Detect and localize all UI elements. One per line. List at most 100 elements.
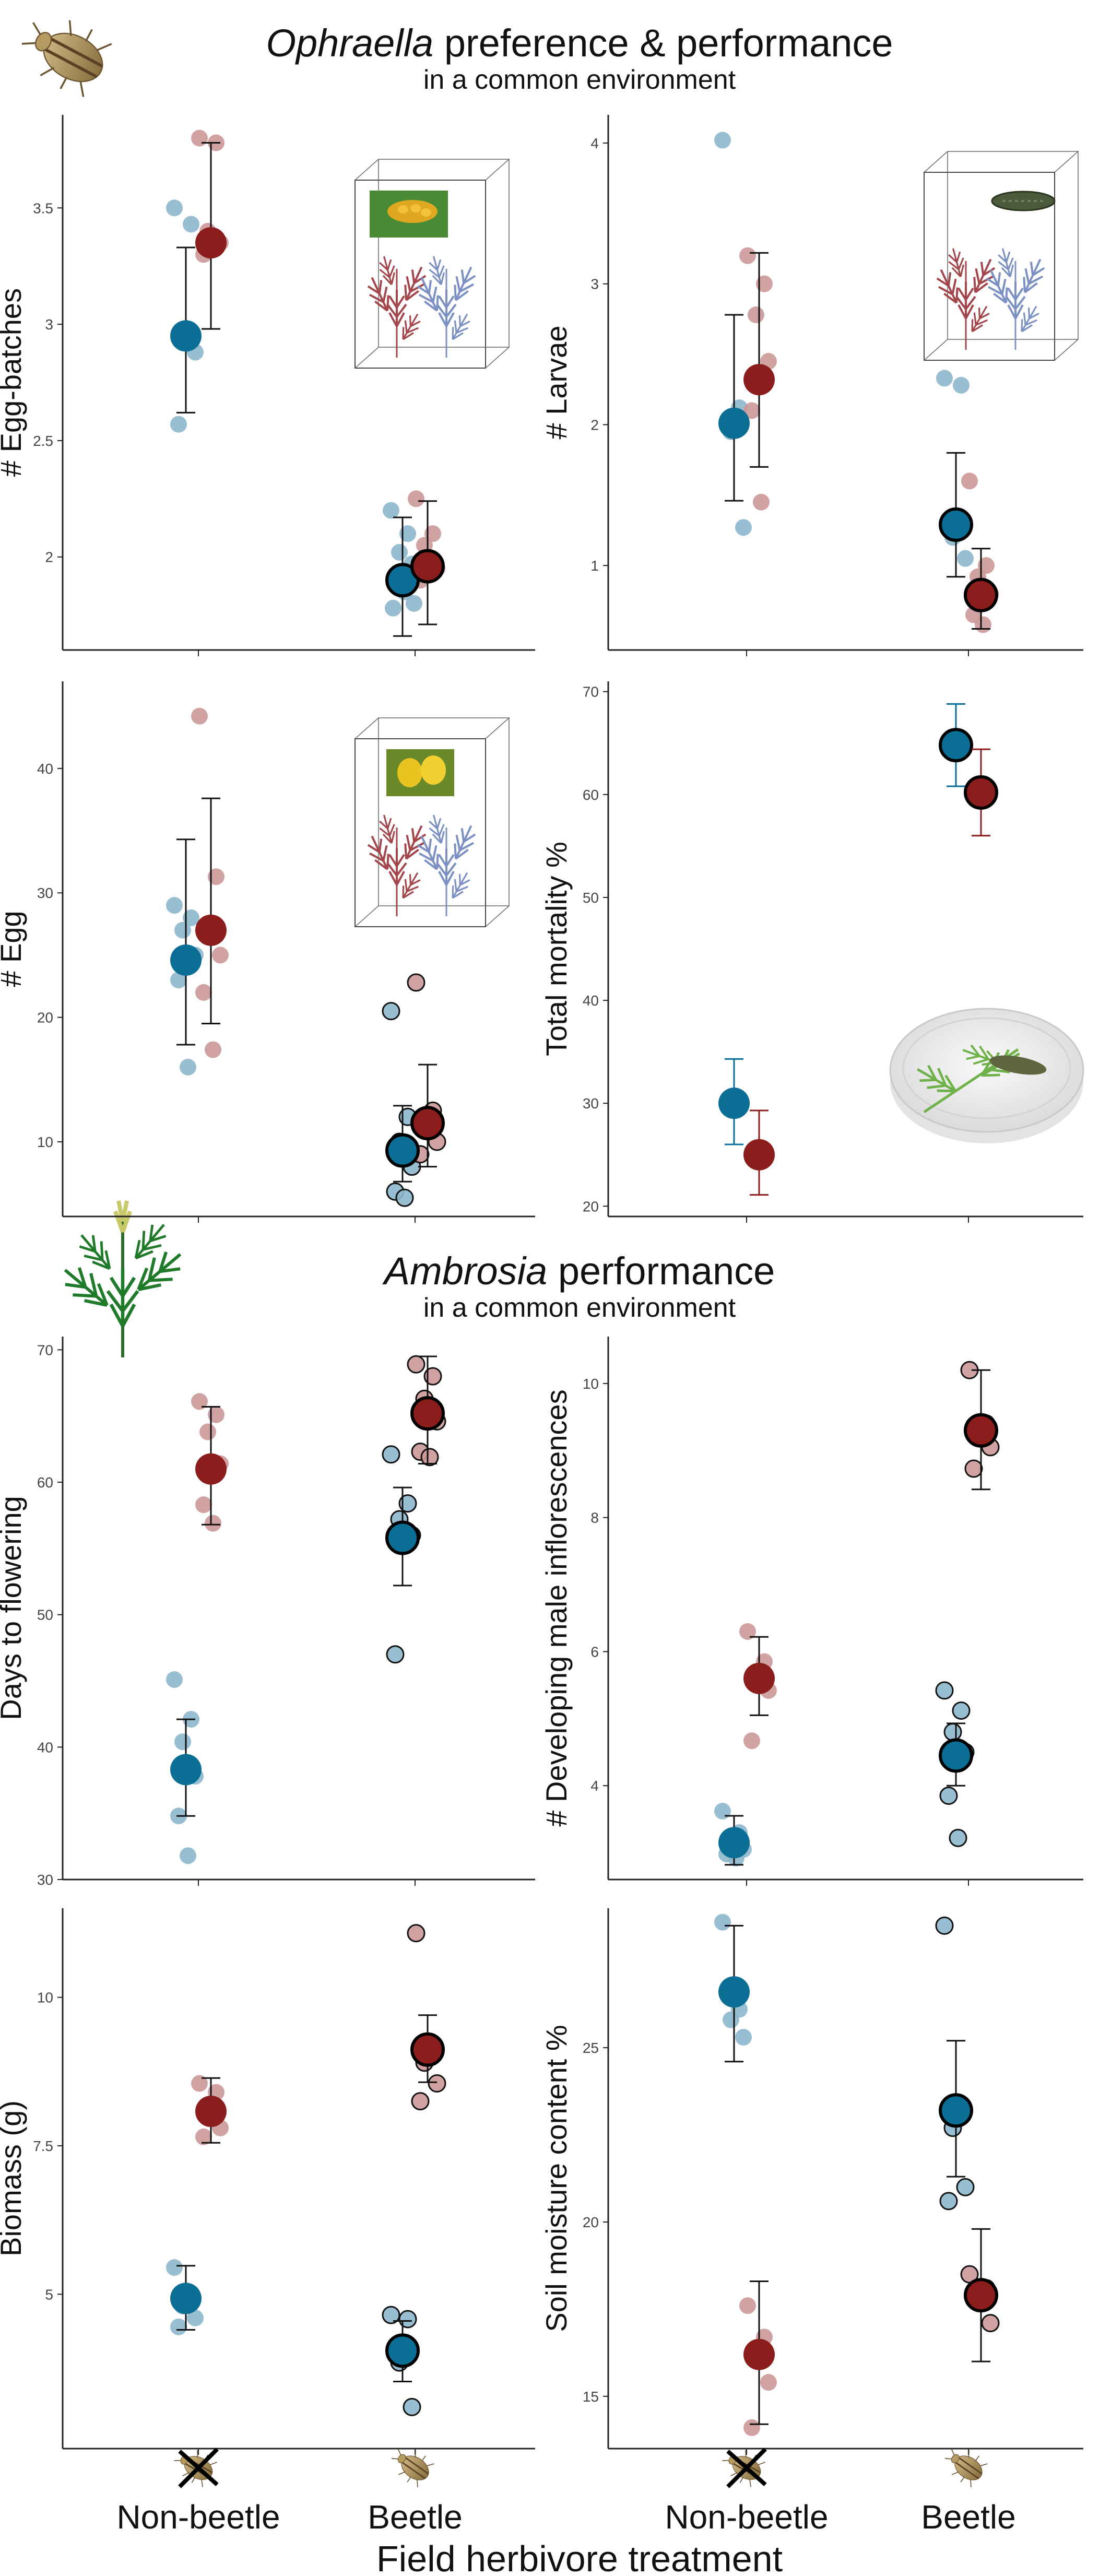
ophraella-title-block: Ophraella preference & performance in a …	[266, 21, 893, 95]
y-tick-label: 3.5	[33, 200, 53, 216]
data-point	[398, 2310, 417, 2329]
petri-dish-icon	[889, 1008, 1084, 1143]
data-point	[423, 1367, 442, 1386]
data-point	[408, 490, 424, 507]
y-axis-label: # Egg	[0, 911, 27, 987]
data-point	[411, 2092, 430, 2111]
data-point	[174, 1733, 191, 1751]
x-category-non-beetle-right: Non-beetle	[665, 2498, 828, 2536]
mean-marker	[718, 407, 750, 439]
ragweed-icon	[56, 1200, 190, 1357]
mean-marker	[170, 944, 202, 976]
ophraella-title: Ophraella preference & performance	[266, 21, 893, 65]
data-point	[975, 616, 991, 633]
mean-marker	[195, 1453, 227, 1485]
data-point	[407, 1924, 426, 1943]
mean-marker	[195, 227, 227, 259]
y-axis-label: # Egg-batches	[0, 288, 27, 477]
panel-1: 2 2.5 3 3.5 # Egg-batches	[0, 115, 535, 656]
data-point	[208, 868, 224, 885]
mean-marker	[410, 2032, 445, 2067]
mean-marker	[410, 1396, 445, 1431]
y-tick-label: 8	[590, 1510, 599, 1526]
mean-marker	[964, 1413, 998, 1448]
data-point	[183, 909, 199, 926]
data-point	[739, 247, 756, 264]
data-point	[382, 2306, 400, 2324]
data-point	[953, 376, 970, 394]
data-point	[187, 2309, 204, 2326]
data-point	[170, 972, 187, 989]
x-category-non-beetle-left: Non-beetle	[116, 2498, 280, 2536]
y-tick-label: 50	[37, 1607, 53, 1623]
panel-2: 1 2 3 4 # Larvae	[540, 115, 1083, 656]
panel-4: 20 30 40 50 60 70 Total mortality %	[540, 681, 1083, 1223]
data-point	[199, 1423, 216, 1440]
y-tick-label: 1	[590, 558, 599, 574]
data-point	[961, 472, 978, 490]
data-point	[385, 599, 401, 617]
y-tick-label: 4	[590, 1778, 599, 1794]
mean-marker	[195, 914, 227, 946]
y-tick-label: 7.5	[33, 2138, 53, 2154]
y-tick-label: 60	[583, 787, 599, 803]
mean-marker	[410, 1106, 445, 1141]
data-point	[383, 502, 399, 519]
data-point	[964, 1459, 983, 1478]
data-point	[739, 1623, 756, 1640]
mean-marker	[170, 320, 202, 352]
larva-photo	[991, 191, 1056, 211]
data-point	[195, 984, 212, 1001]
data-point	[166, 1671, 183, 1688]
y-tick-label: 50	[583, 890, 599, 906]
x-category-beetle-left: Beetle	[368, 2498, 462, 2536]
data-point	[981, 2314, 1000, 2333]
data-point	[386, 1645, 405, 1664]
mean-marker	[964, 2278, 998, 2313]
y-tick-label: 40	[583, 992, 599, 1009]
y-tick-label: 3	[590, 276, 599, 292]
y-tick-label: 15	[583, 2389, 599, 2405]
data-point	[180, 1847, 196, 1864]
beetle-icon	[11, 4, 116, 102]
larvae-cage-inset	[924, 151, 1078, 360]
data-point	[407, 973, 426, 992]
data-point	[743, 1732, 760, 1750]
y-tick-label: 20	[583, 2214, 599, 2230]
egg-cage-inset	[355, 718, 509, 927]
data-point	[735, 2029, 752, 2046]
data-point	[166, 199, 183, 217]
y-axis-label: Total mortality %	[540, 842, 573, 1056]
data-point	[212, 947, 229, 964]
data-point	[170, 2318, 187, 2335]
panel-5: 30 40 50 60 70 Days to flowering	[0, 1337, 535, 1888]
mean-marker	[939, 1738, 973, 1773]
y-axis-label: Biomass (g)	[0, 2100, 27, 2256]
y-tick-label: 10	[583, 1376, 599, 1392]
ambrosia-title-block: Ambrosia performance in a common environ…	[382, 1249, 775, 1323]
mean-marker	[195, 2095, 227, 2127]
y-tick-label: 40	[37, 761, 53, 777]
data-point	[939, 1787, 958, 1805]
data-point	[205, 1515, 221, 1532]
y-tick-label: 20	[583, 1198, 599, 1214]
data-point	[939, 2192, 958, 2211]
data-point	[739, 2297, 756, 2314]
y-axis-label: # Larvae	[540, 326, 573, 440]
data-point	[195, 1496, 212, 1514]
data-point	[957, 550, 974, 567]
data-point	[756, 275, 773, 292]
data-point	[748, 306, 764, 324]
data-point	[743, 402, 760, 419]
mean-marker	[718, 1976, 750, 2008]
y-axis-label: Soil moisture content %	[540, 2025, 573, 2332]
mean-marker	[718, 1088, 750, 1119]
data-point	[403, 2397, 421, 2416]
data-point	[382, 1445, 400, 1464]
data-point	[191, 2075, 208, 2092]
egg-batch-cage-inset	[355, 159, 509, 368]
panel-8: 15 20 25 Soil moisture content %	[540, 1908, 1083, 2455]
y-tick-label: 4	[590, 135, 599, 151]
data-point	[952, 1701, 971, 1720]
